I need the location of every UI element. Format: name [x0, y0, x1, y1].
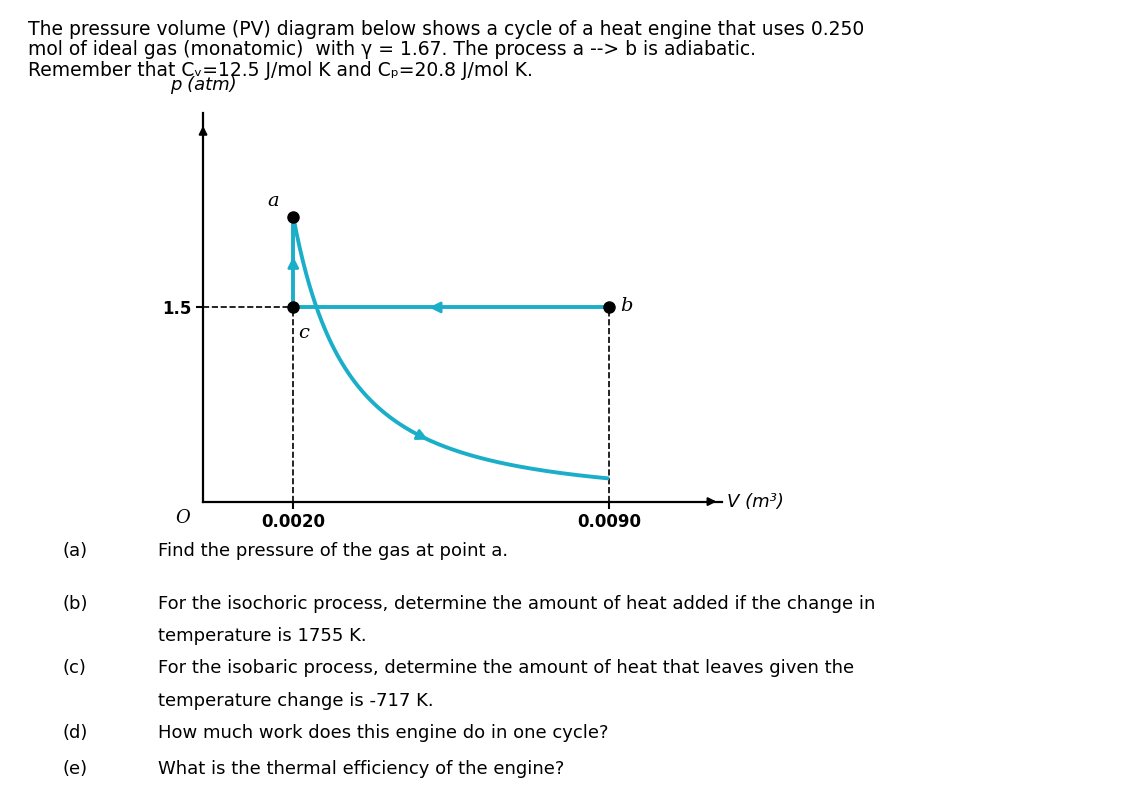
Text: a: a	[267, 192, 279, 210]
Text: Find the pressure of the gas at point a.: Find the pressure of the gas at point a.	[158, 542, 508, 560]
Text: Remember that Cᵥ=12.5 J/mol K and Cₚ=20.8 J/mol K.: Remember that Cᵥ=12.5 J/mol K and Cₚ=20.…	[28, 61, 534, 79]
Text: O: O	[175, 510, 191, 527]
Text: For the isobaric process, determine the amount of heat that leaves given the: For the isobaric process, determine the …	[158, 659, 854, 677]
Text: (b): (b)	[62, 595, 88, 612]
Text: p (atm): p (atm)	[169, 76, 237, 94]
Text: c: c	[298, 324, 309, 342]
Text: For the isochoric process, determine the amount of heat added if the change in: For the isochoric process, determine the…	[158, 595, 875, 612]
Text: (c): (c)	[62, 659, 86, 677]
Text: b: b	[620, 297, 633, 316]
Text: The pressure volume (PV) diagram below shows a cycle of a heat engine that uses : The pressure volume (PV) diagram below s…	[28, 20, 864, 39]
Text: temperature change is -717 K.: temperature change is -717 K.	[158, 692, 433, 709]
Text: (e): (e)	[62, 760, 87, 778]
Text: How much work does this engine do in one cycle?: How much work does this engine do in one…	[158, 724, 608, 742]
Text: mol of ideal gas (monatomic)  with γ = 1.67. The process a --> b is adiabatic.: mol of ideal gas (monatomic) with γ = 1.…	[28, 40, 756, 59]
Text: V (m³): V (m³)	[728, 493, 784, 510]
Text: What is the thermal efficiency of the engine?: What is the thermal efficiency of the en…	[158, 760, 564, 778]
Text: (d): (d)	[62, 724, 87, 742]
Text: (a): (a)	[62, 542, 87, 560]
Text: temperature is 1755 K.: temperature is 1755 K.	[158, 627, 367, 645]
